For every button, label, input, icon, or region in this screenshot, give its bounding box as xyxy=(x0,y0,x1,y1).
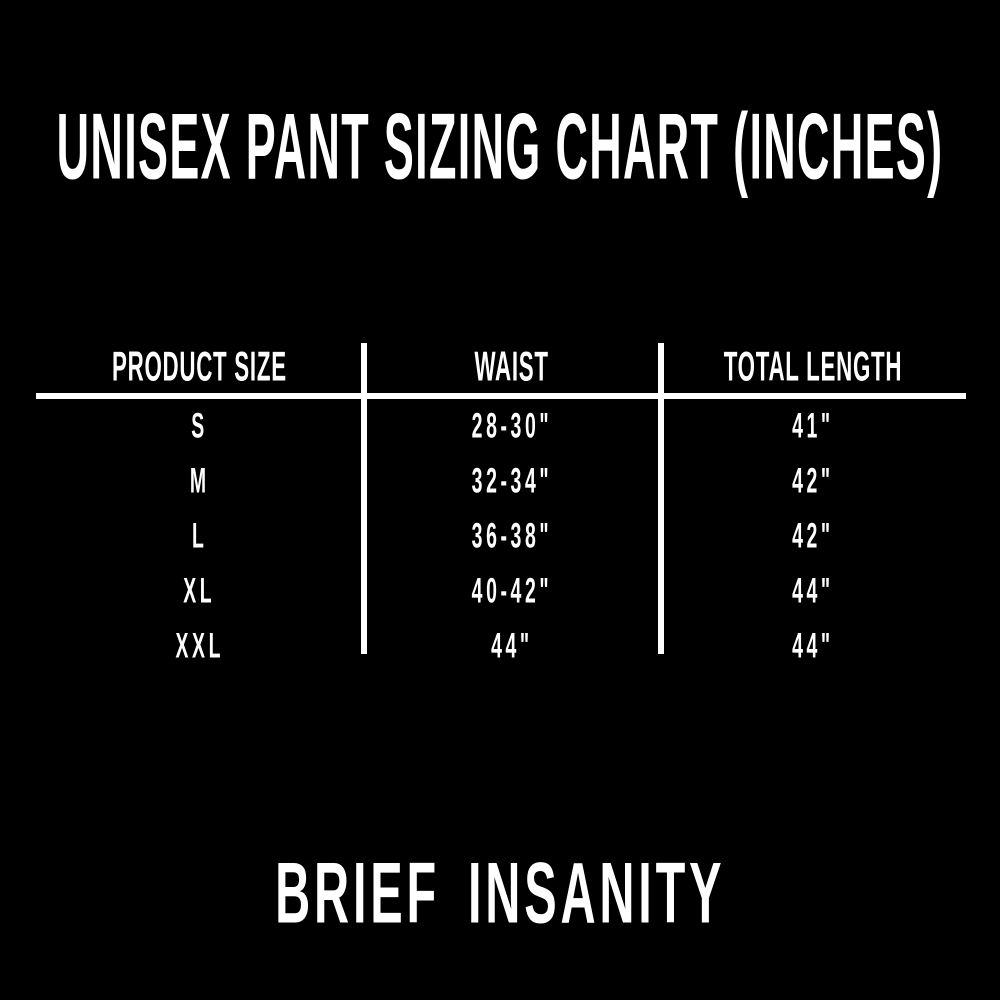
header-cell-total-length: TOTAL LENGTH xyxy=(660,340,966,393)
column-divider-right xyxy=(658,343,664,654)
column-header-waist: WAIST xyxy=(474,342,549,390)
length-value: 42" xyxy=(792,461,834,501)
cell-waist: 36-38" xyxy=(363,509,660,564)
header-cell-waist: WAIST xyxy=(363,340,660,393)
table-row: XL 40-42" 44" xyxy=(36,564,966,619)
column-header-product-size: PRODUCT SIZE xyxy=(112,342,287,390)
size-value: XL xyxy=(183,571,216,611)
cell-size: M xyxy=(36,454,363,509)
cell-size: XL xyxy=(36,564,363,619)
cell-size: S xyxy=(36,399,363,454)
cell-length: 44" xyxy=(660,619,966,674)
length-value: 44" xyxy=(792,626,834,666)
waist-value: 32-34" xyxy=(471,461,552,501)
cell-length: 41" xyxy=(660,399,966,454)
header-cell-product-size: PRODUCT SIZE xyxy=(36,340,363,393)
size-value: L xyxy=(191,516,208,556)
cell-waist: 32-34" xyxy=(363,454,660,509)
cell-waist: 44" xyxy=(363,619,660,674)
table-body: S 28-30" 41" M 32-34" 42" xyxy=(36,393,966,674)
table-row: M 32-34" 42" xyxy=(36,454,966,509)
table-header-row: PRODUCT SIZE WAIST TOTAL LENGTH xyxy=(36,340,966,393)
waist-value: 36-38" xyxy=(471,516,552,556)
size-value: S xyxy=(191,406,208,446)
table-row: XXL 44" 44" xyxy=(36,619,966,674)
brand-logo-row: BRIEF INSANITY xyxy=(0,844,1000,941)
cell-size: XXL xyxy=(36,619,363,674)
waist-value: 40-42" xyxy=(471,571,552,611)
column-divider-left xyxy=(361,343,367,654)
cell-length: 44" xyxy=(660,564,966,619)
length-value: 41" xyxy=(792,406,834,446)
brand-logo: BRIEF INSANITY xyxy=(274,844,726,942)
size-value: XXL xyxy=(175,626,224,666)
column-header-total-length: TOTAL LENGTH xyxy=(723,342,903,390)
size-value: M xyxy=(189,461,210,501)
table-row: L 36-38" 42" xyxy=(36,509,966,564)
length-value: 44" xyxy=(792,571,834,611)
cell-waist: 40-42" xyxy=(363,564,660,619)
cell-size: L xyxy=(36,509,363,564)
page-title: UNISEX PANT SIZING CHART (INCHES) xyxy=(56,93,944,199)
cell-waist: 28-30" xyxy=(363,399,660,454)
sizing-table: PRODUCT SIZE WAIST TOTAL LENGTH S 28-30" xyxy=(36,340,966,674)
length-value: 42" xyxy=(792,516,834,556)
cell-length: 42" xyxy=(660,509,966,564)
table-row: S 28-30" 41" xyxy=(36,399,966,454)
page-title-row: UNISEX PANT SIZING CHART (INCHES) xyxy=(0,93,1000,198)
waist-value: 28-30" xyxy=(471,406,552,446)
waist-value: 44" xyxy=(490,626,533,666)
header-underline-rule xyxy=(36,393,966,399)
cell-length: 42" xyxy=(660,454,966,509)
